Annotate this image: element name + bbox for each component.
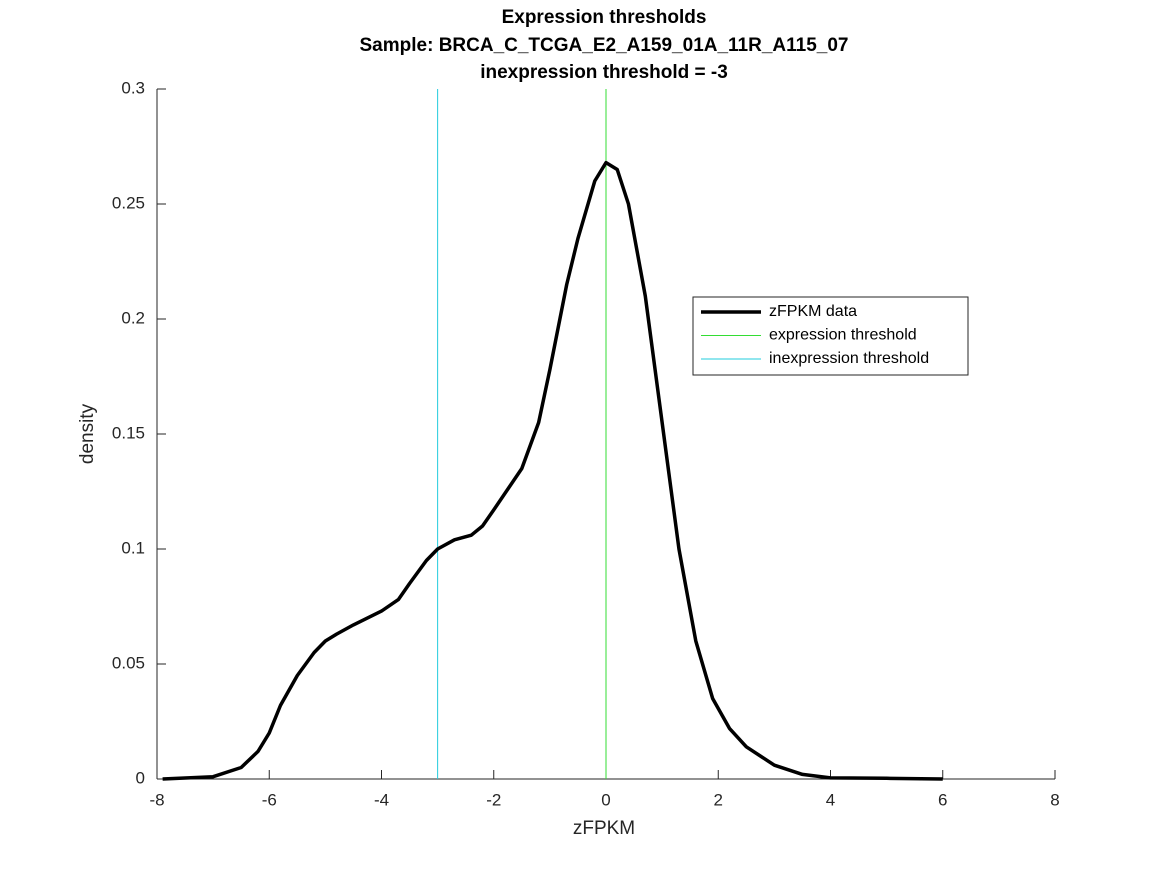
y-tick-label: 0.3 (121, 78, 145, 97)
y-tick-label: 0.05 (112, 653, 145, 672)
legend-label: zFPKM data (769, 303, 857, 320)
data-line (162, 160, 943, 781)
y-tick-label: 0.2 (121, 308, 145, 327)
chart-title: Sample: BRCA_C_TCGA_E2_A159_01A_11R_A115… (360, 35, 849, 56)
x-tick-label: 4 (826, 790, 835, 809)
y-tick-label: 0.1 (121, 538, 145, 557)
chart-title: Expression thresholds (502, 7, 707, 28)
y-tick-label: 0.25 (112, 193, 145, 212)
x-tick-label: 0 (601, 790, 610, 809)
legend-label: expression threshold (769, 327, 917, 344)
y-tick-label: 0 (136, 768, 145, 787)
x-tick-label: 8 (1050, 790, 1059, 809)
x-tick-label: -8 (149, 790, 164, 809)
x-tick-label: 6 (938, 790, 947, 809)
y-axis-label: density (77, 403, 98, 464)
x-tick-label: -6 (262, 790, 277, 809)
x-tick-label: -2 (486, 790, 501, 809)
x-tick-label: -4 (374, 790, 389, 809)
chart-title: inexpression threshold = -3 (480, 62, 728, 83)
y-tick-label: 0.15 (112, 423, 145, 442)
x-tick-label: 2 (714, 790, 723, 809)
x-axis-label: zFPKM (573, 818, 635, 839)
legend-label: inexpression threshold (769, 350, 929, 367)
